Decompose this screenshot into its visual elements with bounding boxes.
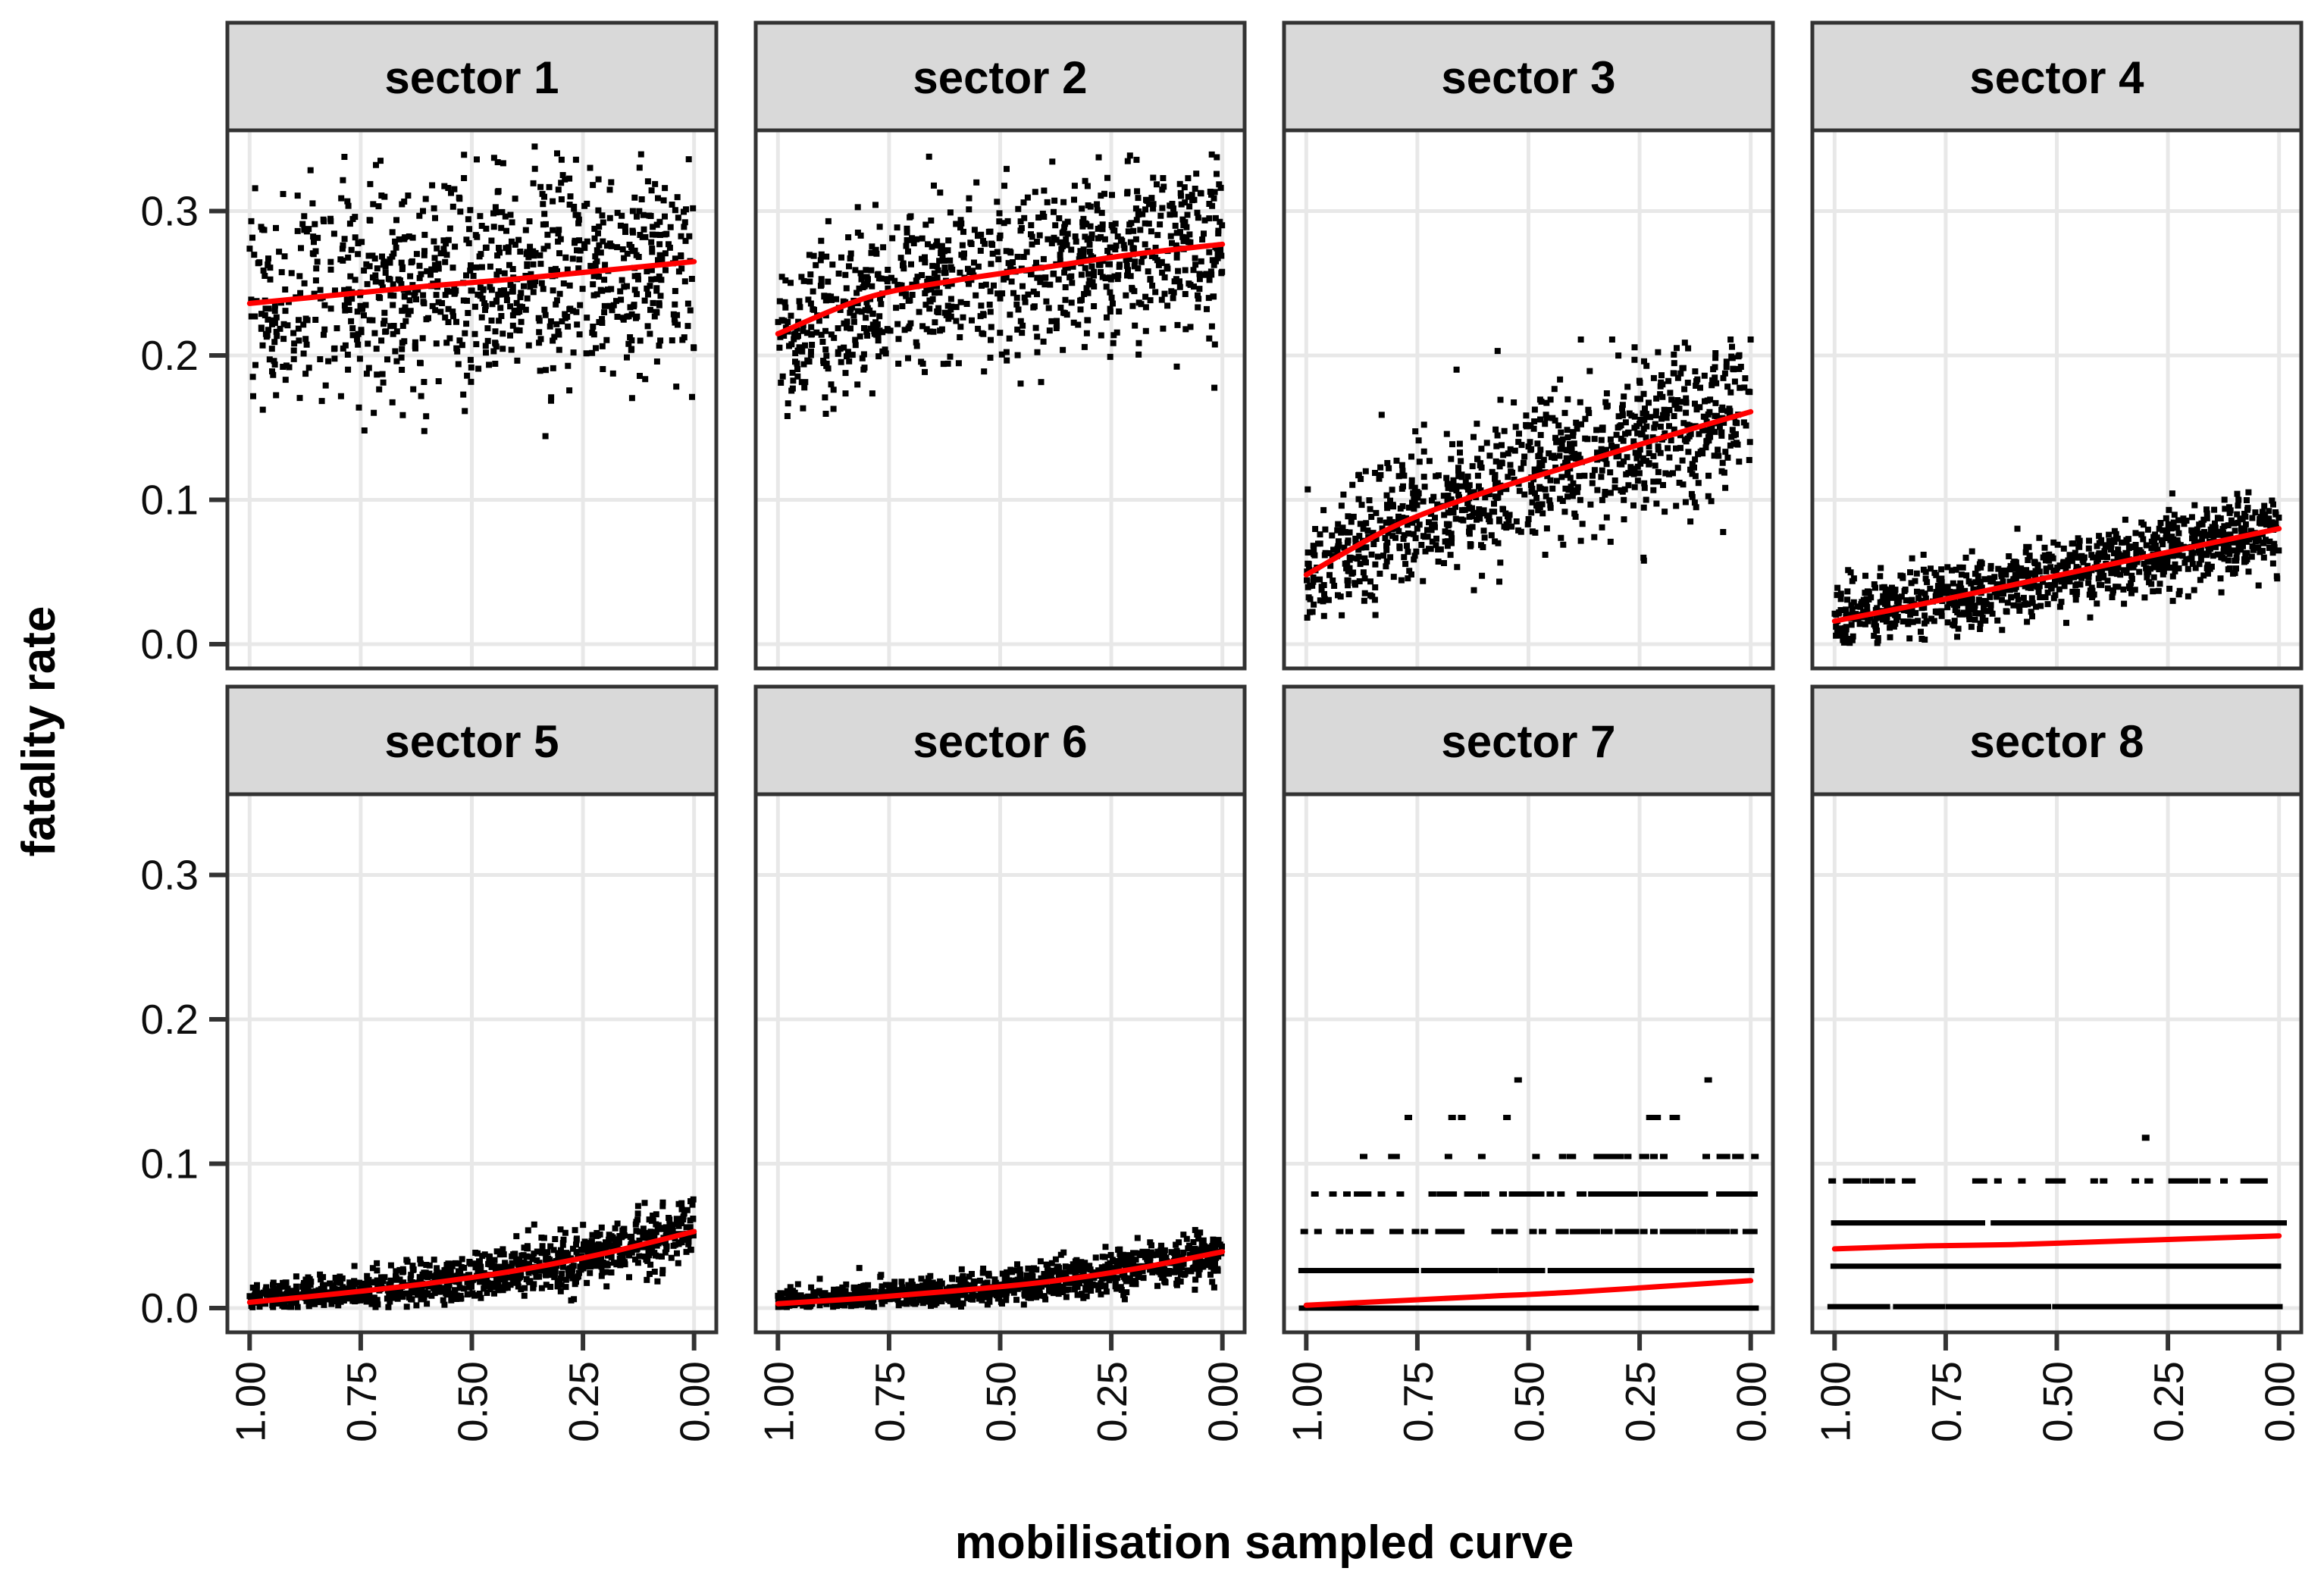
x-tick-label: 0.25 [560, 1361, 607, 1442]
trend-line [1831, 526, 2282, 624]
scatter-points [246, 143, 697, 440]
facet-strip-background [1282, 20, 1775, 133]
facet-strip-label: sector 4 [1969, 52, 2144, 103]
facet-strip-label: sector 8 [1969, 716, 2144, 767]
axis-decorations: 0.3 0.2 0.1 0.0 0.3 0.2 0.1 0.0 1.00 0.75 0.50 0.25… [141, 187, 2304, 1442]
x-tick-label: 1.00 [755, 1361, 802, 1442]
x-tick-label: 0.25 [1088, 1361, 1135, 1442]
trend-line [1831, 1233, 2282, 1252]
y-tick-label: 0.3 [141, 851, 199, 898]
y-tick-label: 0.0 [141, 1285, 199, 1332]
x-tick-label: 1.00 [227, 1361, 274, 1442]
facet-strip: sector 1 [225, 20, 719, 133]
facet-panel-7: sector 7 [1282, 684, 1775, 1335]
facet-strip-background [225, 684, 719, 797]
y-tick-label: 0.1 [141, 476, 199, 523]
facet-strip-label: sector 2 [913, 52, 1087, 103]
x-tick-label: 0.50 [1505, 1361, 1552, 1442]
x-tick-label: 0.75 [338, 1361, 385, 1442]
scatter-points [1831, 489, 2282, 646]
facet-strip: sector 3 [1282, 20, 1775, 133]
facet-panel-2: sector 2 [753, 20, 1247, 671]
y-tick-label: 0.3 [141, 187, 199, 234]
x-tick-label: 0.00 [1200, 1361, 1247, 1442]
trend-line [775, 1249, 1226, 1307]
facet-strip-label: sector 5 [384, 716, 559, 767]
facet-strip-label: sector 1 [384, 52, 559, 103]
scatter-points [775, 151, 1226, 419]
x-tick-label: 0.25 [1617, 1361, 1664, 1442]
scatter-points [1298, 1077, 1759, 1311]
scatter-points [775, 1227, 1225, 1310]
facet-strip-background [225, 20, 719, 133]
x-tick-label: 0.75 [1923, 1361, 1970, 1442]
facet-panels: sector 1 sector 2 sector 3 sector 4 sector 5… [225, 20, 2304, 1335]
trend-line [246, 258, 697, 306]
facet-strip: sector 2 [753, 20, 1247, 133]
x-tick-label: 0.00 [2257, 1361, 2304, 1442]
trend-line [1303, 408, 1754, 577]
facet-strip: sector 4 [1810, 20, 2304, 133]
gridlines [227, 130, 716, 668]
y-tick-label: 0.2 [141, 332, 199, 379]
trend-line [246, 1228, 697, 1305]
y-tick-label: 0.1 [141, 1140, 199, 1187]
x-tick-label: 0.50 [449, 1361, 496, 1442]
facet-panel-4: sector 4 [1810, 20, 2304, 671]
facet-strip-background [753, 20, 1247, 133]
x-tick-label: 0.50 [977, 1361, 1024, 1442]
trend-line [1303, 1278, 1754, 1308]
facet-strip: sector 7 [1282, 684, 1775, 797]
facet-panel-3: sector 3 [1282, 20, 1775, 671]
x-tick-label: 0.00 [1728, 1361, 1775, 1442]
x-tick-label: 0.00 [672, 1361, 719, 1442]
facet-strip-background [1810, 684, 2304, 797]
x-tick-label: 1.00 [1283, 1361, 1330, 1442]
facet-strip: sector 6 [753, 684, 1247, 797]
y-tick-label: 0.0 [141, 621, 199, 668]
y-axis-title: fatality rate [13, 606, 65, 857]
facet-panel-5: sector 5 [225, 684, 719, 1335]
facet-panel-8: sector 8 [1810, 684, 2304, 1335]
x-tick-label: 0.50 [2034, 1361, 2081, 1442]
facet-strip: sector 5 [225, 684, 719, 797]
facet-strip-background [1282, 684, 1775, 797]
x-tick-label: 0.75 [866, 1361, 913, 1442]
x-axis-title: mobilisation sampled curve [955, 1516, 1574, 1569]
scatter-points [1827, 1135, 2287, 1310]
x-tick-label: 0.75 [1395, 1361, 1442, 1442]
trend-line [775, 241, 1226, 336]
facet-strip-background [753, 684, 1247, 797]
x-tick-label: 1.00 [1812, 1361, 1859, 1442]
facet-strip-label: sector 3 [1441, 52, 1615, 103]
facet-panel-6: sector 6 [753, 684, 1247, 1335]
scatter-points [246, 1196, 697, 1310]
x-tick-label: 0.25 [2145, 1361, 2192, 1442]
facet-strip-background [1810, 20, 2304, 133]
y-tick-label: 0.2 [141, 996, 199, 1043]
facet-strip: sector 8 [1810, 684, 2304, 797]
facet-strip-label: sector 6 [913, 716, 1087, 767]
facet-panel-1: sector 1 [225, 20, 719, 671]
gridlines [1812, 130, 2301, 668]
facet-strip-label: sector 7 [1441, 716, 1615, 767]
